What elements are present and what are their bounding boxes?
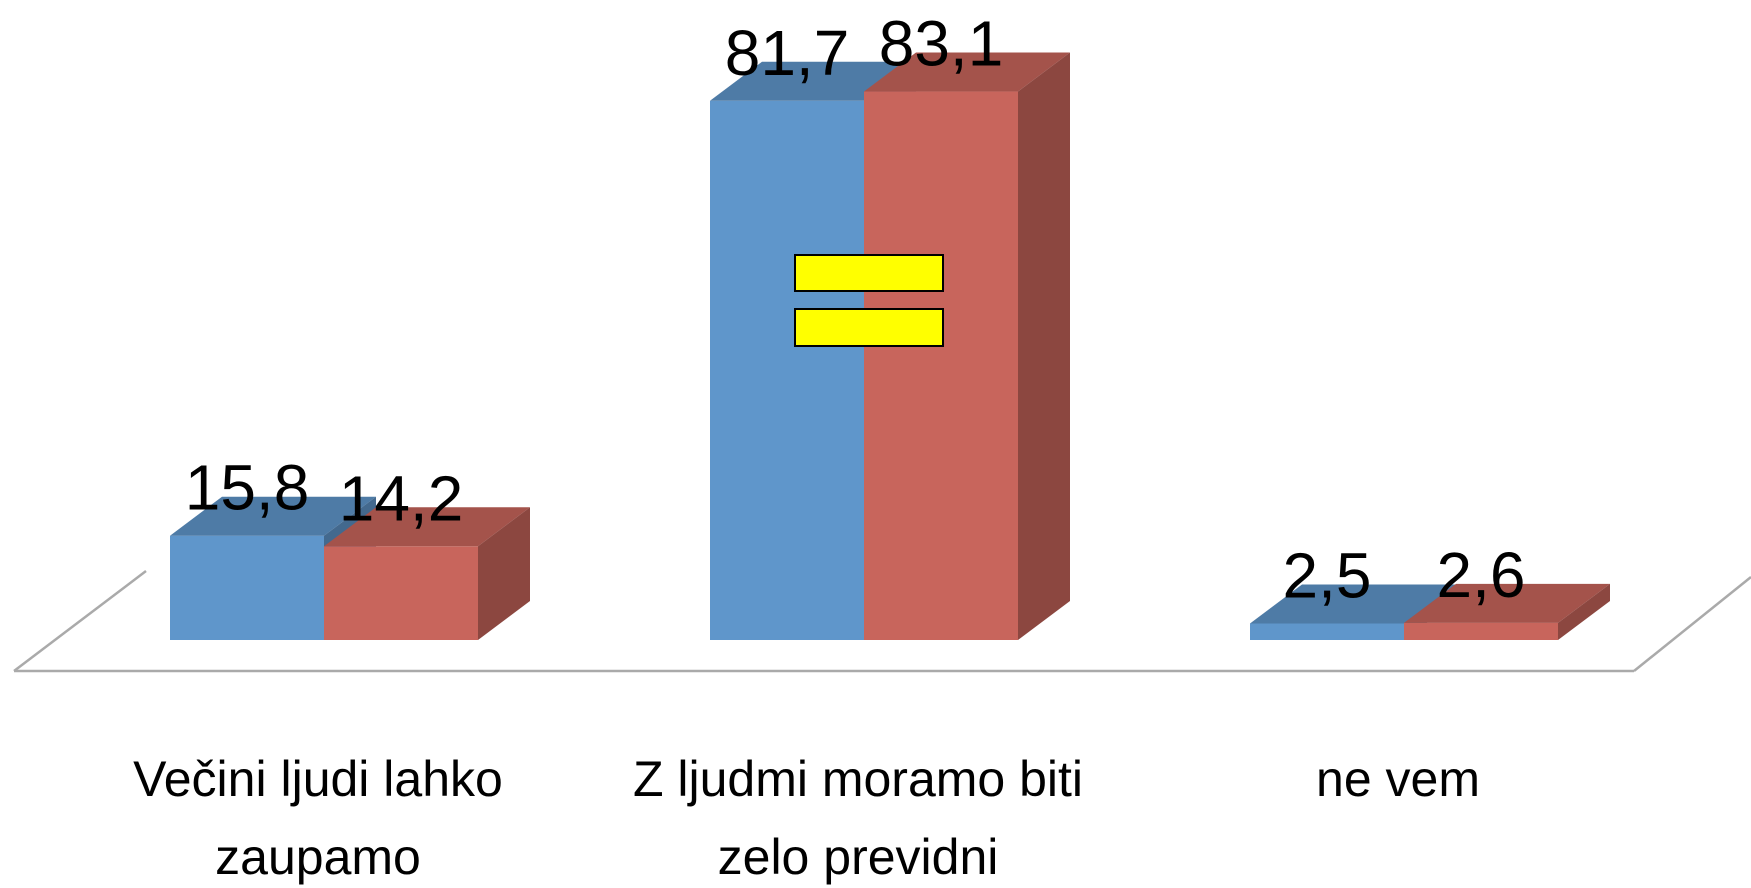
category-label: Z ljudmi moramo biti zelo previdni bbox=[632, 751, 1084, 885]
value-label: 81,7 bbox=[725, 17, 850, 89]
equals-sign bbox=[794, 254, 944, 347]
bar-top bbox=[1250, 584, 1456, 624]
floor-left bbox=[13, 570, 147, 672]
value-label: 2,5 bbox=[1283, 540, 1372, 612]
floor bbox=[13, 570, 1751, 673]
equals-bar bbox=[794, 254, 944, 292]
value-label: 15,8 bbox=[185, 452, 310, 524]
value-label: 2,6 bbox=[1437, 539, 1526, 611]
bar-top bbox=[864, 52, 1070, 92]
bar bbox=[324, 546, 478, 640]
bar bbox=[1404, 622, 1558, 640]
bar bbox=[1250, 623, 1404, 640]
bar-top bbox=[324, 507, 530, 547]
equals-bar bbox=[794, 308, 944, 347]
floor-right bbox=[1633, 576, 1751, 672]
bars bbox=[170, 52, 1610, 641]
bar bbox=[170, 535, 324, 640]
bar bbox=[710, 100, 864, 640]
bar-top bbox=[710, 61, 916, 101]
bar-top bbox=[170, 496, 376, 536]
bar-top bbox=[1404, 583, 1610, 623]
bar-side bbox=[1018, 52, 1070, 641]
bar-side bbox=[1558, 583, 1610, 640]
bar-side bbox=[478, 507, 530, 640]
category-label: ne vem bbox=[1316, 751, 1480, 807]
value-label: 83,1 bbox=[879, 8, 1004, 80]
value-label: 14,2 bbox=[339, 462, 464, 534]
bar bbox=[864, 91, 1018, 641]
category-label: Večini ljudi lahko zaupamo bbox=[133, 751, 503, 885]
